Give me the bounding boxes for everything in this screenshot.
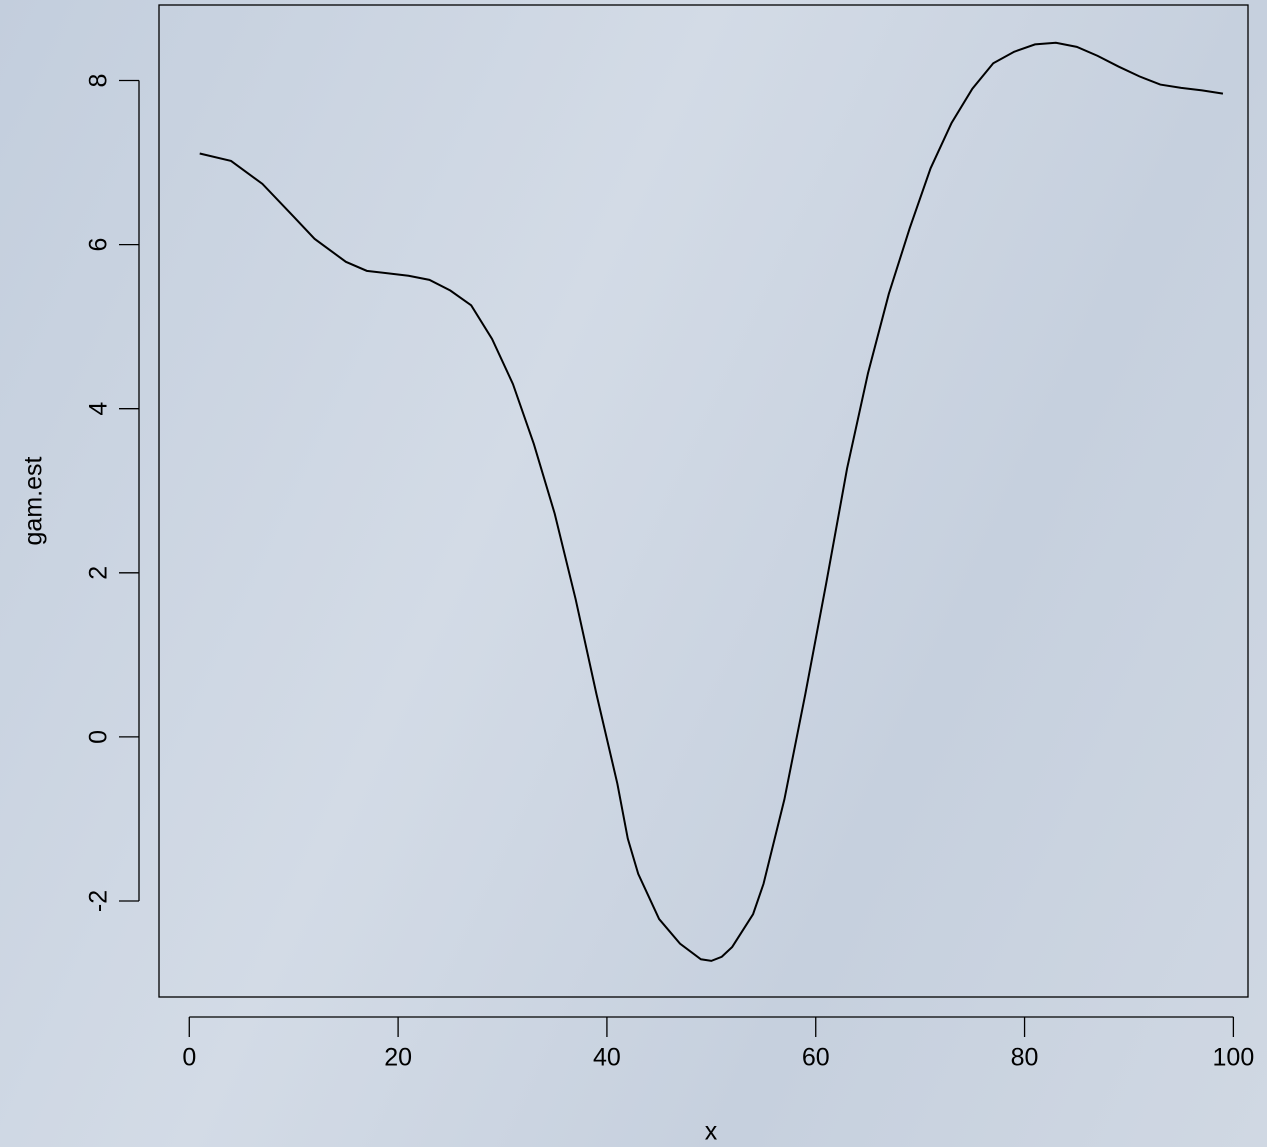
line-series <box>200 43 1223 961</box>
y-tick-label: 8 <box>85 74 113 88</box>
x-tick-label: 80 <box>1011 1044 1039 1072</box>
plot-frame <box>159 5 1248 997</box>
y-tick-label: 6 <box>85 238 113 252</box>
chart: x gam.est 0 20 40 60 80 100 -2 0 2 4 6 8 <box>0 0 1267 1147</box>
y-axis-title: gam.est <box>20 456 48 545</box>
y-tick-label: 2 <box>85 566 113 580</box>
y-tick-label: -2 <box>85 890 113 912</box>
x-tick-label: 100 <box>1213 1044 1255 1072</box>
x-tick-label: 40 <box>593 1044 621 1072</box>
x-tick-label: 0 <box>182 1044 196 1072</box>
y-tick-label: 0 <box>85 730 113 744</box>
x-axis-title: x <box>705 1118 718 1146</box>
x-tick-label: 20 <box>384 1044 412 1072</box>
y-tick-label: 4 <box>85 402 113 416</box>
x-tick-label: 60 <box>802 1044 830 1072</box>
